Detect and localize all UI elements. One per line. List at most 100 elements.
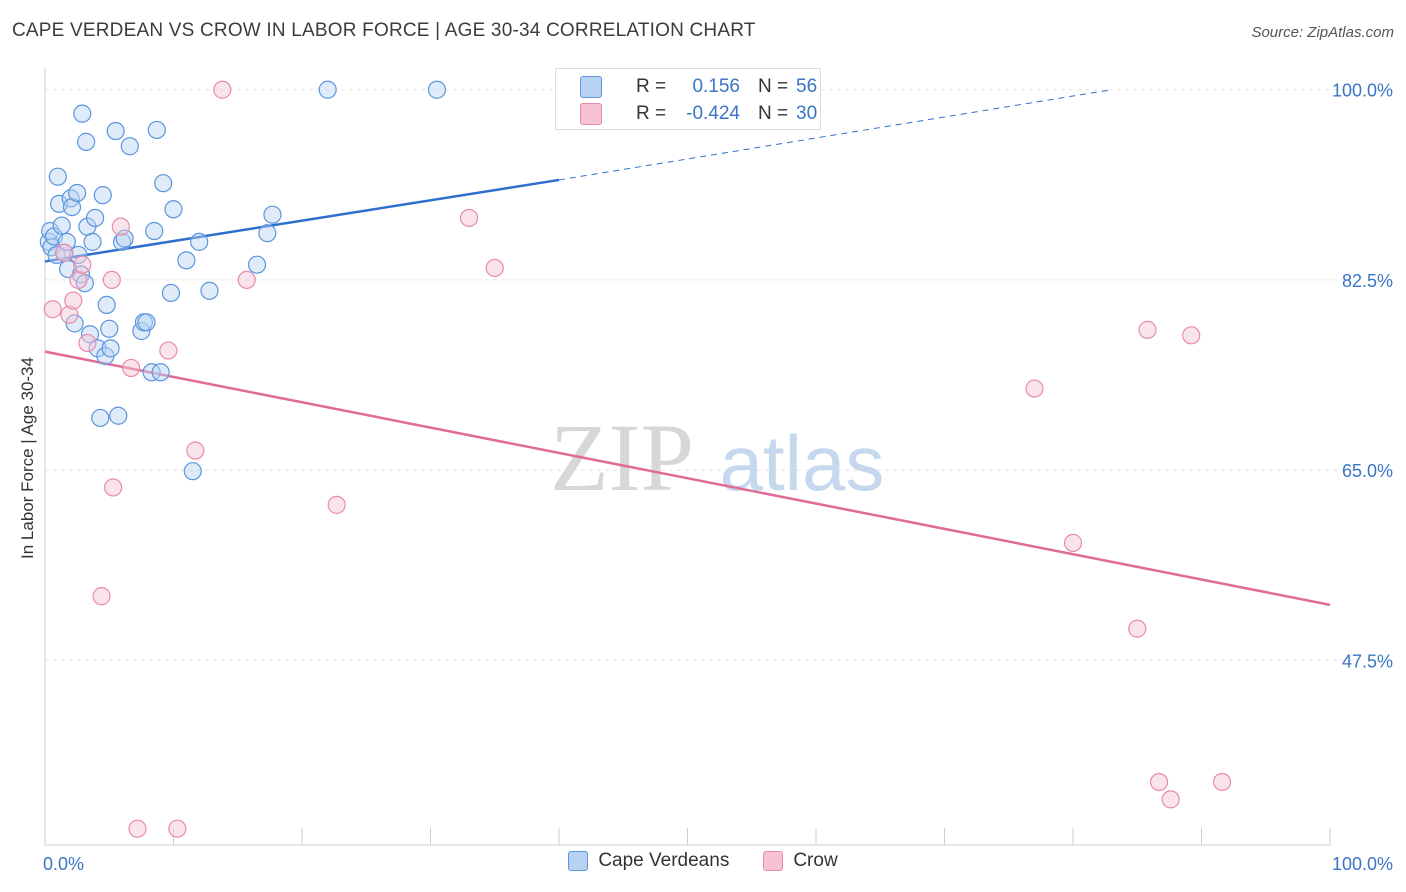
legend-swatch-blue bbox=[568, 851, 589, 871]
y-tick-label: 47.5% bbox=[1342, 651, 1393, 671]
point-cape-verdeans bbox=[200, 281, 219, 300]
point-cape-verdeans bbox=[83, 232, 102, 251]
point-cape-verdeans bbox=[57, 232, 76, 251]
trend-line-crow bbox=[44, 350, 1331, 607]
x-tick-label: 100.0% bbox=[1332, 854, 1393, 874]
point-cape-verdeans bbox=[258, 224, 277, 243]
point-cape-verdeans bbox=[91, 408, 110, 428]
point-crow bbox=[104, 478, 123, 497]
point-cape-verdeans bbox=[112, 232, 132, 251]
point-cape-verdeans bbox=[77, 132, 96, 151]
point-crow bbox=[1128, 619, 1147, 638]
point-cape-verdeans bbox=[109, 406, 128, 425]
point-cape-verdeans bbox=[48, 167, 67, 186]
trend-line-cape-verdeans bbox=[44, 178, 560, 263]
point-crow bbox=[92, 587, 111, 606]
legend-swatch-pink bbox=[580, 103, 602, 125]
point-crow bbox=[459, 208, 479, 228]
point-crow bbox=[43, 300, 62, 319]
watermark-atlas: atlas bbox=[720, 419, 885, 507]
point-cape-verdeans bbox=[62, 197, 82, 217]
y-tick-label: 65.0% bbox=[1342, 461, 1393, 481]
stats-row-cape-verdeans: R = 0.156 N = 56 bbox=[580, 74, 820, 100]
stats-legend: R = 0.156 N = 56 R = -0.424 N = 30 bbox=[555, 68, 821, 130]
point-cape-verdeans bbox=[263, 205, 282, 224]
point-crow bbox=[102, 270, 121, 290]
point-crow bbox=[55, 243, 74, 262]
point-crow bbox=[237, 270, 256, 290]
r-value: -0.424 bbox=[686, 103, 740, 124]
point-crow bbox=[128, 819, 147, 838]
point-crow bbox=[1161, 790, 1180, 809]
point-crow bbox=[1138, 320, 1157, 339]
point-cape-verdeans bbox=[120, 137, 139, 156]
legend-swatch-pink bbox=[763, 851, 784, 871]
point-crow bbox=[73, 255, 92, 274]
point-cape-verdeans bbox=[69, 245, 88, 265]
stats-row-crow: R = -0.424 N = 30 bbox=[580, 101, 820, 127]
point-cape-verdeans bbox=[68, 183, 87, 203]
point-cape-verdeans bbox=[164, 200, 183, 219]
point-crow bbox=[213, 80, 232, 99]
point-cape-verdeans bbox=[73, 104, 92, 123]
legend-swatch-blue bbox=[580, 76, 602, 98]
legend-label: Cape Verdeans bbox=[598, 850, 730, 871]
trend-line-cape-verdeans-extension bbox=[558, 89, 1112, 181]
point-cape-verdeans bbox=[101, 339, 120, 358]
legend-item-cape-verdeans: Cape Verdeans bbox=[568, 850, 729, 872]
n-value: 56 bbox=[796, 76, 818, 97]
data-points bbox=[39, 80, 1232, 838]
y-tick-label: 100.0% bbox=[1332, 81, 1393, 101]
point-crow bbox=[121, 358, 141, 378]
point-cape-verdeans bbox=[65, 314, 84, 333]
point-crow bbox=[1182, 326, 1201, 345]
point-cape-verdeans bbox=[427, 80, 447, 99]
legend-label: Crow bbox=[793, 850, 838, 871]
r-label: R = bbox=[636, 76, 667, 97]
point-cape-verdeans bbox=[97, 295, 116, 315]
trend-lines bbox=[44, 89, 1331, 607]
point-crow bbox=[186, 441, 205, 460]
watermark: ZIP atlas bbox=[550, 404, 884, 511]
y-tick-label: 82.5% bbox=[1342, 271, 1393, 291]
point-crow bbox=[1212, 772, 1232, 792]
point-cape-verdeans bbox=[247, 255, 267, 274]
watermark-zip: ZIP bbox=[550, 404, 694, 511]
n-label: N = bbox=[758, 103, 789, 124]
point-crow bbox=[1149, 772, 1169, 792]
point-cape-verdeans bbox=[115, 229, 134, 248]
point-cape-verdeans bbox=[93, 186, 112, 205]
point-crow bbox=[1025, 379, 1044, 398]
point-cape-verdeans bbox=[86, 208, 105, 228]
axes bbox=[44, 68, 1331, 846]
point-cape-verdeans bbox=[147, 120, 166, 140]
legend-item-crow: Crow bbox=[763, 850, 838, 872]
x-tick-label: 0.0% bbox=[43, 854, 84, 874]
point-crow bbox=[69, 270, 88, 290]
source-credit: Source: ZipAtlas.com bbox=[1251, 24, 1394, 41]
n-label: N = bbox=[758, 76, 789, 97]
point-crow bbox=[159, 341, 178, 360]
point-cape-verdeans bbox=[145, 221, 164, 241]
point-crow bbox=[78, 333, 97, 353]
point-cape-verdeans bbox=[52, 216, 71, 235]
point-cape-verdeans bbox=[154, 174, 173, 193]
tick-labels: 47.5% 65.0% 82.5% 100.0% 0.0% 100.0% bbox=[43, 81, 1393, 874]
point-crow bbox=[111, 217, 130, 236]
r-value: 0.156 bbox=[692, 76, 740, 97]
point-cape-verdeans bbox=[177, 251, 196, 270]
point-cape-verdeans bbox=[88, 339, 107, 358]
point-cape-verdeans bbox=[100, 319, 119, 338]
point-crow bbox=[485, 258, 504, 278]
point-crow bbox=[1063, 533, 1083, 552]
point-cape-verdeans bbox=[151, 363, 170, 382]
r-label: R = bbox=[636, 103, 667, 124]
chart-title: CAPE VERDEAN VS CROW IN LABOR FORCE | AG… bbox=[12, 20, 756, 41]
point-cape-verdeans bbox=[183, 462, 202, 481]
point-cape-verdeans bbox=[106, 121, 125, 141]
grid-lines bbox=[45, 89, 1355, 661]
point-cape-verdeans bbox=[137, 313, 156, 332]
series-legend: Cape Verdeans Crow bbox=[0, 850, 1406, 872]
point-crow bbox=[60, 305, 79, 324]
